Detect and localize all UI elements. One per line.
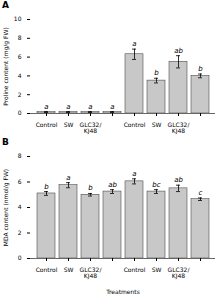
svg-text:b: b (198, 65, 203, 73)
svg-text:a: a (132, 40, 136, 48)
html-text:B: B (2, 137, 9, 147)
svg-text:ab: ab (108, 181, 117, 189)
svg-text:SW: SW (152, 121, 162, 128)
svg-text:Control: Control (124, 121, 146, 128)
svg-text:SW: SW (64, 121, 74, 128)
svg-text:b: b (154, 69, 159, 77)
svg-text:6: 6 (18, 53, 22, 60)
svg-text:Control: Control (36, 121, 58, 128)
svg-text:ab: ab (174, 47, 183, 55)
svg-text:a: a (110, 103, 114, 111)
svg-text:bc: bc (152, 181, 160, 189)
svg-text:2: 2 (18, 91, 22, 98)
svg-text:GLC32/KJ48: GLC32/KJ48 (80, 121, 103, 135)
svg-text:a: a (132, 170, 136, 178)
svg-text:a: a (66, 103, 70, 111)
svg-text:Treatments: Treatments (105, 288, 140, 295)
svg-text:10: 10 (14, 15, 22, 22)
svg-text:0: 0 (18, 109, 22, 116)
svg-text:a: a (44, 103, 48, 111)
svg-text:8: 8 (18, 34, 22, 41)
svg-text:Proline content (mg/g FW): Proline content (mg/g FW) (2, 27, 10, 106)
svg-text:2: 2 (18, 229, 22, 236)
svg-text:ab: ab (174, 176, 183, 184)
svg-text:GLC32/KJ48: GLC32/KJ48 (168, 121, 191, 135)
svg-text:GLC32/KJ48: GLC32/KJ48 (80, 266, 103, 280)
svg-text:6: 6 (18, 178, 22, 185)
svg-text:8: 8 (18, 152, 22, 159)
svg-text:4: 4 (18, 203, 22, 210)
svg-text:Control: Control (124, 266, 146, 273)
html-text:A: A (2, 0, 9, 10)
svg-text:a: a (88, 103, 92, 111)
svg-text:c: c (199, 189, 203, 197)
svg-text:GLC32/KJ48: GLC32/KJ48 (168, 266, 191, 280)
svg-text:MDA content (nmol/g FW): MDA content (nmol/g FW) (2, 169, 10, 246)
svg-text:Control: Control (36, 266, 58, 273)
svg-text:b: b (88, 184, 93, 192)
svg-text:SW: SW (64, 266, 74, 273)
svg-text:SW: SW (152, 266, 162, 273)
svg-text:0: 0 (18, 254, 22, 261)
svg-text:a: a (66, 174, 70, 182)
svg-text:4: 4 (18, 72, 22, 79)
svg-text:b: b (44, 183, 49, 191)
